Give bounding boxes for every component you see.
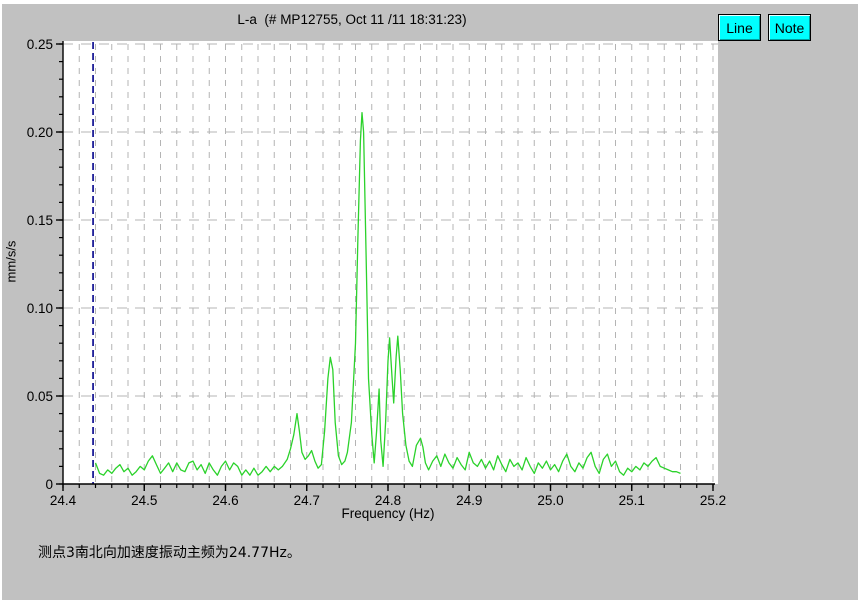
svg-text:24.6: 24.6	[212, 493, 238, 508]
svg-text:0.05: 0.05	[27, 389, 53, 404]
svg-text:0: 0	[45, 477, 53, 492]
analysis-note: 测点3南北向加速度振动主频为24.77Hz。	[38, 545, 301, 561]
svg-text:0.10: 0.10	[27, 301, 53, 316]
svg-text:24.9: 24.9	[456, 493, 482, 508]
svg-text:24.7: 24.7	[294, 493, 320, 508]
line-button[interactable]: Line	[718, 14, 761, 41]
x-axis-label: Frequency (Hz)	[341, 506, 435, 521]
y-axis-label: mm/s/s	[3, 240, 19, 283]
svg-text:25.0: 25.0	[537, 493, 563, 508]
chart-title: L-a (# MP12755, Oct 11 /11 18:31:23)	[237, 12, 467, 27]
svg-text:0.20: 0.20	[27, 125, 53, 140]
svg-text:25.2: 25.2	[700, 493, 726, 508]
svg-text:24.4: 24.4	[50, 493, 77, 508]
svg-text:0.15: 0.15	[27, 213, 53, 228]
svg-text:0.25: 0.25	[27, 37, 53, 52]
spectrum-panel: L-a (# MP12755, Oct 11 /11 18:31:23) Lin…	[2, 4, 858, 600]
svg-text:24.5: 24.5	[131, 493, 157, 508]
note-button[interactable]: Note	[768, 14, 811, 41]
svg-text:25.1: 25.1	[619, 493, 645, 508]
svg-text:24.8: 24.8	[375, 493, 401, 508]
spectrum-chart[interactable]: 24.4 24.5 24.6 24.7 24.8 24.9 25.0 25.1 25.2 0 0.0…	[2, 4, 858, 540]
